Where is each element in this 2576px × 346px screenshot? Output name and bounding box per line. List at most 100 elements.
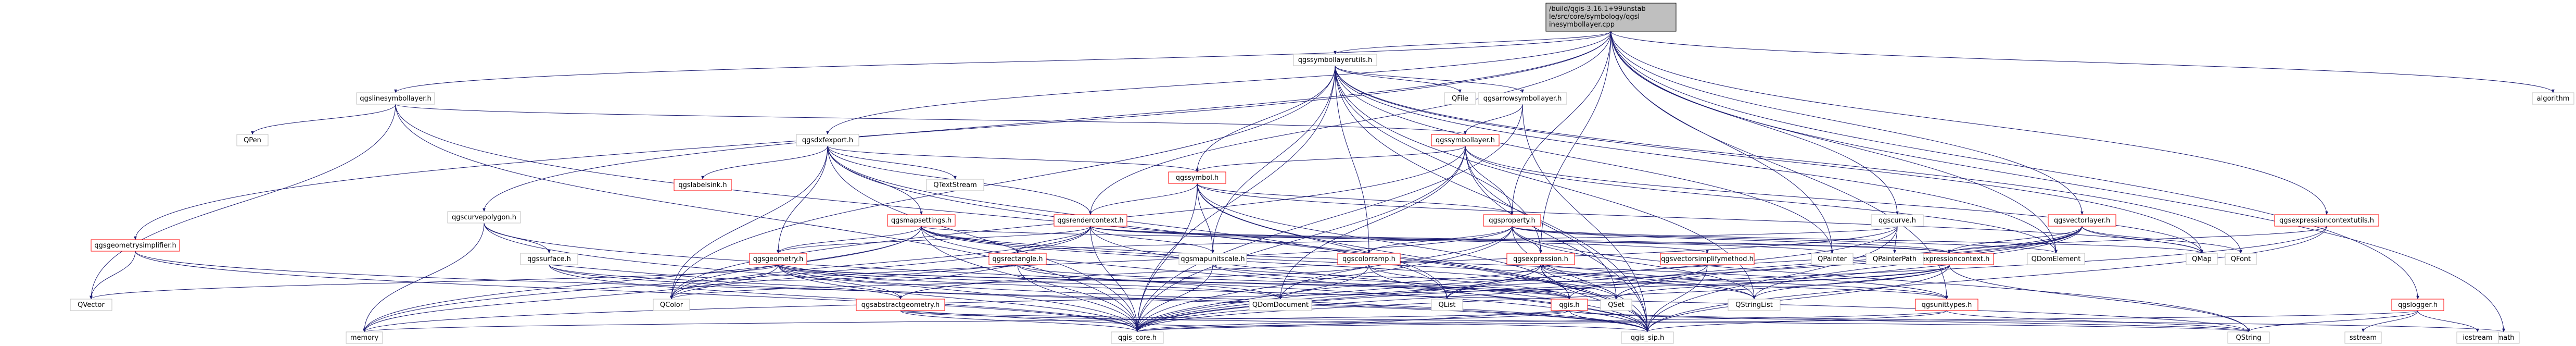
node-label: qgsrendercontext.h (1057, 217, 1123, 225)
node-layer: /build/qgis-3.16.1+99unstable/src/core/s… (70, 3, 2574, 344)
node-label: qgsvectorsimplifymethod.h (1661, 255, 1754, 263)
graph-node-qdomdocument[interactable]: QDomDocument (1249, 299, 1312, 311)
graph-node-qgsarrowsymbollayer-h[interactable]: qgsarrowsymbollayer.h (1478, 92, 1567, 105)
graph-node-qgis-h[interactable]: qgis.h (1551, 299, 1588, 311)
dependency-edge (1136, 183, 1198, 332)
dependency-edge (1753, 264, 1950, 300)
graph-node-qgsdxfexport-h[interactable]: qgsdxfexport.h (796, 134, 859, 146)
graph-node-qgssymbollayerutils-h[interactable]: qgssymbollayerutils.h (1293, 54, 1377, 66)
graph-node-qpainterpath[interactable]: QPainterPath (1866, 253, 1924, 265)
graph-node-sstream[interactable]: sstream (2344, 331, 2382, 344)
node-label: QTextStream (933, 181, 977, 189)
graph-node-qgsunittypes-h[interactable]: qgsunittypes.h (1915, 299, 1978, 311)
node-label: algorithm (2537, 95, 2570, 103)
node-box (1483, 214, 1541, 227)
dependency-edge (1197, 183, 1514, 215)
graph-node-qmap[interactable]: QMap (2186, 253, 2218, 265)
node-box (2225, 253, 2257, 265)
graph-node-qgscolorramp-h[interactable]: qgscolorramp.h (1337, 253, 1401, 265)
graph-node-qgsproperty-h[interactable]: qgsproperty.h (1483, 214, 1541, 227)
dependency-edge (1569, 310, 2505, 332)
graph-node-memory[interactable]: memory (346, 331, 383, 344)
dependency-edge (1465, 145, 2203, 254)
dependency-edge (777, 145, 828, 254)
graph-node-qgsvectorlayer-h[interactable]: qgsvectorlayer.h (2048, 214, 2116, 227)
graph-node-qgis-core-h[interactable]: qgis_core.h (1111, 331, 1164, 344)
graph-node-qgsrectangle-h[interactable]: qgsrectangle.h (988, 253, 1047, 265)
graph-node-qstring[interactable]: QString (2227, 331, 2270, 344)
graph-node-qgsgeometry-h[interactable]: qgsgeometry.h (749, 253, 807, 265)
graph-node-qvector[interactable]: QVector (70, 299, 112, 311)
node-box (2186, 253, 2218, 265)
dependency-edge (1610, 31, 2328, 215)
graph-node-qcolor[interactable]: QColor (653, 299, 690, 311)
node-label: QFile (1452, 95, 1468, 103)
graph-node-algorithm[interactable]: algorithm (2532, 92, 2574, 105)
graph-node-qset[interactable]: QSet (1600, 299, 1632, 311)
graph-node-qgsmapsettings-h[interactable]: qgsmapsettings.h (887, 214, 956, 227)
node-label-line: le/src/core/symbology/qgsl (1549, 13, 1640, 21)
graph-node-qfile[interactable]: QFile (1444, 92, 1476, 105)
graph-node-qtextstream[interactable]: QTextStream (926, 179, 984, 191)
node-label: qgscurve.h (1879, 217, 1916, 225)
dependency-edge (363, 226, 922, 332)
dependency-edge (1445, 226, 2083, 300)
graph-node-qgsmapunitscale-h[interactable]: qgsmapunitscale.h (1178, 253, 1247, 265)
dependency-edge (2417, 310, 2479, 332)
dependency-edge (921, 226, 1951, 254)
graph-node-qdomelement[interactable]: QDomElement (2027, 253, 2085, 265)
graph-node-qgsgeometrysimplifier-h[interactable]: qgsgeometrysimplifier.h (91, 239, 180, 252)
node-box (356, 92, 435, 105)
node-box (1431, 134, 1500, 146)
graph-node-qgsexpressioncontextutils-h[interactable]: qgsexpressioncontextutils.h (2274, 214, 2379, 227)
graph-node-qgsexpression-h[interactable]: qgsexpression.h (1506, 253, 1575, 265)
dependency-edge (1136, 310, 1947, 332)
graph-node-qgssurface-h[interactable]: qgssurface.h (520, 253, 578, 265)
node-label: qgssymbol.h (1176, 174, 1219, 182)
dependency-edge (363, 310, 1570, 332)
dependency-edge (1335, 65, 2203, 254)
graph-node-qfont[interactable]: QFont (2225, 253, 2257, 265)
dependency-edge (1610, 31, 1834, 254)
node-box (1054, 214, 1127, 227)
dependency-edge (1646, 226, 1898, 332)
graph-node-qgsrendercontext-h[interactable]: qgsrendercontext.h (1054, 214, 1127, 227)
node-box (653, 299, 690, 311)
dependency-edge (1136, 226, 1513, 332)
dependency-edge (90, 104, 396, 300)
graph-node-qpainter[interactable]: QPainter (1811, 253, 1854, 265)
node-label: qgssurface.h (527, 255, 571, 263)
dependency-edge (777, 226, 1091, 254)
node-label: qgis_sip.h (1631, 334, 1664, 342)
node-label: qgsexpressioncontext.h (1909, 255, 1990, 263)
graph-node-qgslabelsink-h[interactable]: qgslabelsink.h (674, 179, 732, 191)
graph-node-qgssymbollayer-h[interactable]: qgssymbollayer.h (1431, 134, 1500, 146)
dependency-edge (394, 31, 1611, 93)
dependency-edge (1368, 264, 1649, 332)
node-box (1866, 253, 1924, 265)
graph-node-iostream[interactable]: iostream (2456, 331, 2499, 344)
graph-node-qgsabstractgeometry-h[interactable]: qgsabstractgeometry.h (856, 299, 945, 311)
graph-node-qgscurvepolygon-h[interactable]: qgscurvepolygon.h (447, 211, 521, 224)
graph-node-qlist[interactable]: QList (1431, 299, 1463, 311)
dependency-edge (1948, 226, 2327, 254)
graph-node-qgsvectorsimplifymethod-h[interactable]: qgsvectorsimplifymethod.h (1660, 253, 1755, 265)
dependency-edge (549, 263, 1018, 281)
graph-node-qgssymbol-h[interactable]: qgssymbol.h (1168, 171, 1226, 184)
dependency-edge (1465, 145, 2058, 254)
graph-node-qstringlist[interactable]: QStringList (1728, 299, 1781, 311)
graph-node-qgscurve-h[interactable]: qgscurve.h (1871, 214, 1924, 227)
graph-node-qpen[interactable]: QPen (236, 134, 269, 146)
dependency-edge (778, 264, 1139, 332)
graph-node-qgslogger-h[interactable]: qgslogger.h (2391, 299, 2444, 311)
dependency-edge (2082, 226, 2242, 254)
dependency-edge (1090, 226, 1214, 254)
dependency-edge (1136, 264, 1213, 332)
graph-node-qgslinesymbollayer-h[interactable]: qgslinesymbollayer.h (356, 92, 435, 105)
graph-node-qgis-sip-h[interactable]: qgis_sip.h (1621, 331, 1674, 344)
edge-layer (90, 31, 2555, 332)
node-label: qgslabelsink.h (678, 181, 727, 189)
node-label: QList (1439, 301, 1456, 309)
dependency-edge (900, 310, 2250, 332)
